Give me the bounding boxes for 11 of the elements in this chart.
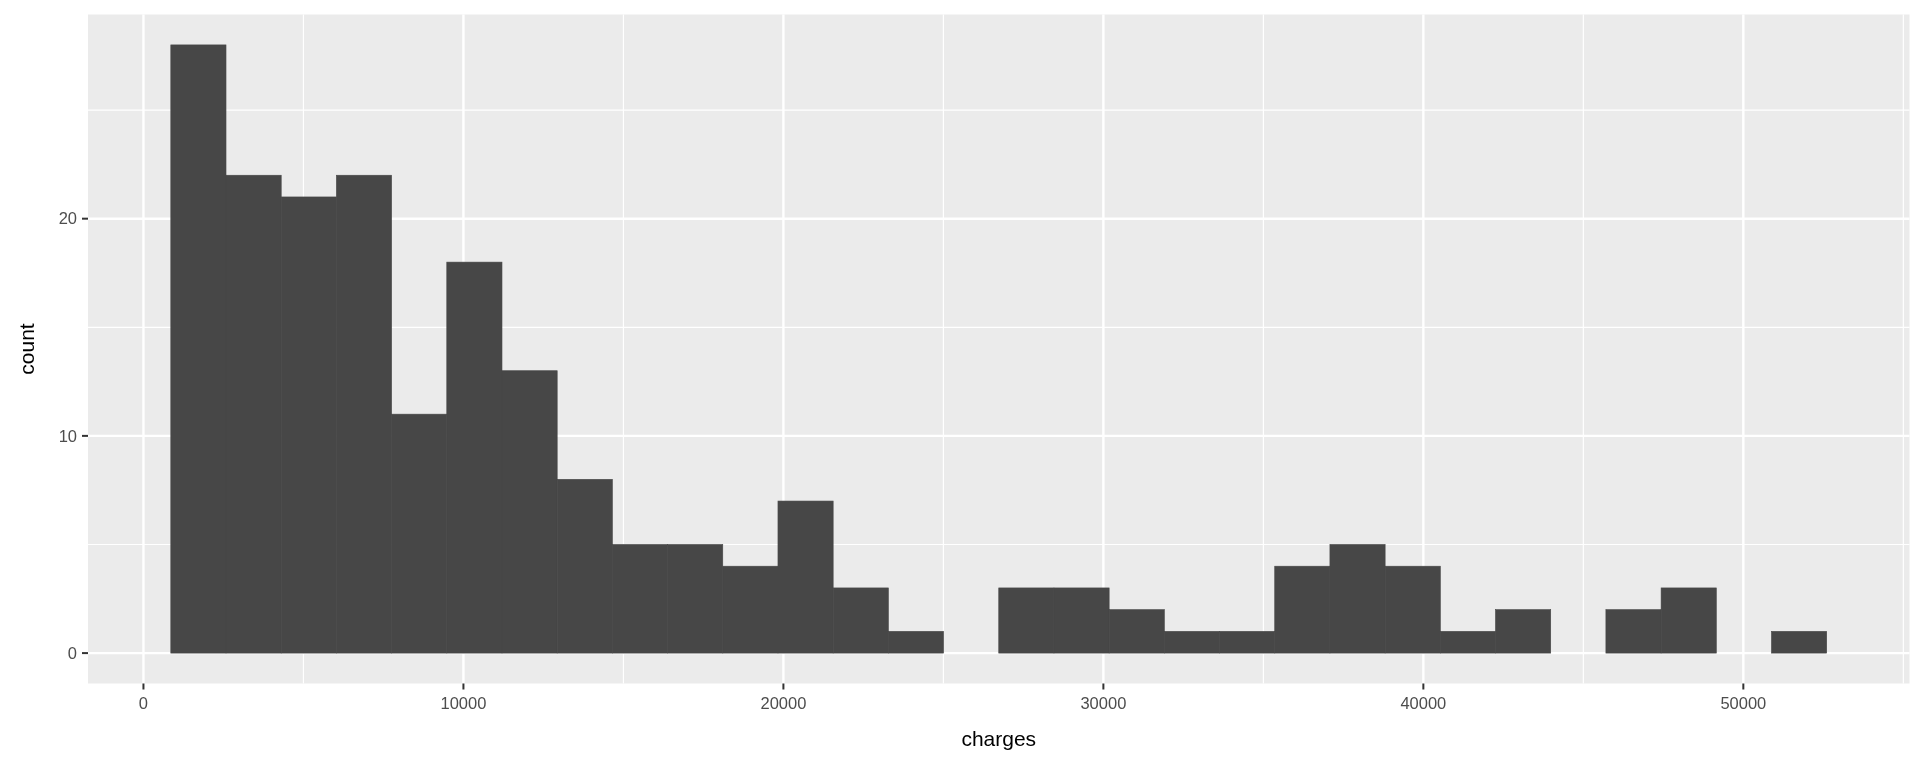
y-axis-title: count [15, 323, 38, 375]
x-axis-title: charges [961, 727, 1037, 750]
y-tick-label: 10 [58, 426, 77, 445]
x-tick-label: 0 [138, 693, 149, 712]
x-tick-label: 50000 [1720, 693, 1767, 712]
x-tick-label: 30000 [1080, 693, 1127, 712]
y-tick-label: 0 [67, 643, 77, 662]
y-tick-label: 20 [58, 209, 77, 228]
x-tick-label: 20000 [760, 693, 807, 712]
x-tick-label: 10000 [440, 693, 487, 712]
x-tick-label: 40000 [1400, 693, 1447, 712]
